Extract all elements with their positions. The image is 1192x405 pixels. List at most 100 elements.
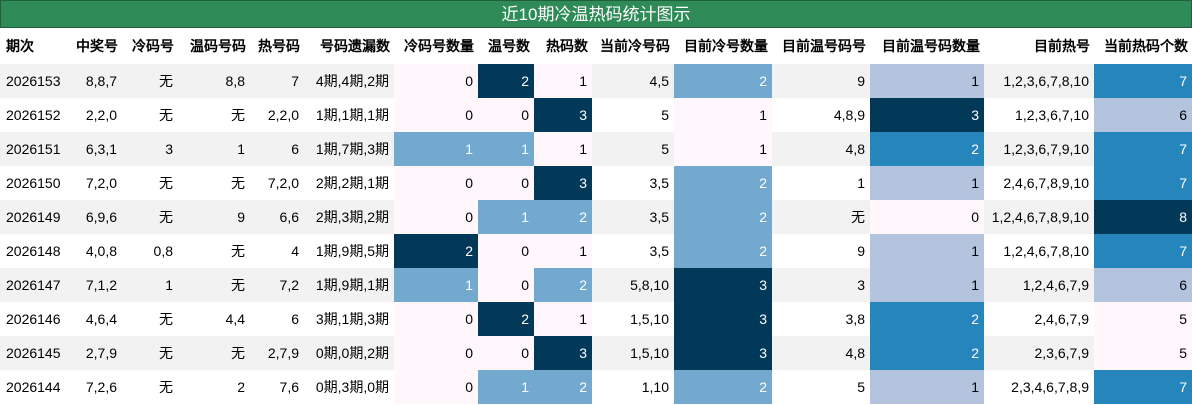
table-cell: 1期,1期,1期 [315, 107, 389, 123]
table-cell: 2026150 [6, 175, 61, 191]
table-row: 2026150 7,2,0 无无 7,2,0 2期,2期,1期 0 0 3 3,5 2 1 1 2,4,… [0, 166, 1192, 200]
table-cell: 5 [592, 132, 674, 166]
column-header: 目前温号码数量 [882, 38, 980, 54]
table-cell: 1 [674, 98, 772, 132]
table-cell: 1 [870, 64, 984, 98]
table-cell: 4,4 [225, 311, 245, 327]
table-cell: 7 [1094, 370, 1192, 404]
table-cell: 0期,3期,0期 [315, 379, 389, 395]
table-cell: 无 [122, 64, 178, 98]
table-cell: 2 [478, 302, 534, 336]
table-cell: 2026153 [0, 64, 70, 98]
table-cell: 0 [478, 336, 534, 370]
table-cell: 2,2,0 [85, 107, 117, 123]
table-cell: 2 [534, 268, 592, 302]
table-cell: 1 [534, 132, 592, 166]
table-cell: 7,6 [279, 379, 299, 395]
column-header: 目前热号 [1034, 38, 1090, 54]
table-cell: 4,5 [592, 64, 674, 98]
table-row: 2026151 6,3,1 3 1 6 1期,7期,3期 1 1 1 5 1 4,8 2 1,2,3,6,… [0, 132, 1192, 166]
table-cell: 2,3,4,6,7,8,9 [1011, 379, 1089, 395]
table-cell: 1,5,10 [592, 336, 674, 370]
table-cell: 4,6,4 [85, 311, 117, 327]
table-cell: 1,10 [641, 379, 669, 395]
table-cell: 3 [674, 268, 772, 302]
table-row: 2026153 8,8,7 无 8,8 7 4期,4期,2期 0 2 1 4,5 2 9 1 1,2,3,… [0, 64, 1192, 98]
table-cell: 1期,9期,1期 [304, 268, 394, 302]
table-cell: 8,8,7 [70, 64, 122, 98]
table-cell: 1 [478, 370, 534, 404]
table-cell: 3,8 [845, 311, 865, 327]
table-cell: 1期,7期,3期 [304, 132, 394, 166]
table-cell: 2026145 [0, 336, 70, 370]
table-cell: 3 [674, 336, 772, 370]
table-cell: 4,0,8 [85, 243, 117, 259]
table-cell: 无 [772, 200, 870, 234]
header-row: 期次 中奖号 冷码号 温码号码 热号码 号码遗漏数 冷码号数量 温号数 热码数 当前冷号码 目前冷号… [0, 28, 1192, 64]
column-header: 热号码 [258, 38, 300, 54]
table-cell: 1 [178, 132, 250, 166]
table-cell: 3,5 [592, 200, 674, 234]
table-row: 2026152 2,2,0 无无 2,2,0 1期,1期,1期 0 0 3 5 1 4,8,9 3 1,… [0, 98, 1192, 132]
table-cell: 1 [674, 132, 772, 166]
table-cell: 1 [478, 200, 534, 234]
table-cell: 1 [478, 132, 534, 166]
table-cell: 1 [534, 64, 592, 98]
table-cell: 0 [394, 370, 478, 404]
table-cell: 2 [674, 166, 772, 200]
table-cell: 2 [870, 336, 984, 370]
table-row: 2026144 7,2,6 无 2 7,6 0期,3期,0期 0 1 2 1,10 2 5 1 2,3,4… [0, 370, 1192, 404]
table-cell: 0,8 [153, 243, 173, 259]
table-cell: 2 [674, 200, 772, 234]
table-cell: 3 [534, 336, 592, 370]
table-cell: 0期,0期,2期 [304, 336, 394, 370]
table-cell: 2 [674, 370, 772, 404]
table-cell: 1 [870, 370, 984, 404]
table-cell: 5 [1094, 302, 1192, 336]
table-cell: 2 [394, 234, 478, 268]
table-cell: 2,7,9 [70, 336, 122, 370]
table-cell: 2 [534, 200, 592, 234]
table-cell: 1期,9期,5期 [315, 243, 389, 259]
table-cell: 6,6 [250, 200, 304, 234]
table-cell: 9 [772, 64, 870, 98]
table-cell: 7 [1094, 234, 1192, 268]
table-cell: 0 [394, 166, 478, 200]
table-cell: 1 [534, 302, 592, 336]
table-cell: 1 [857, 175, 865, 191]
table-cell: 0 [394, 200, 478, 234]
table-cell: 0 [394, 336, 478, 370]
table-cell: 0 [394, 64, 478, 98]
table-cell: 1 [870, 268, 984, 302]
table-cell: 7,2,6 [85, 379, 117, 395]
table-cell: 4期,4期,2期 [304, 64, 394, 98]
table-row: 2026149 6,9,6 无 9 6,6 2期,3期,2期 0 1 2 3,5 2 无 0 1,2,4,… [0, 200, 1192, 234]
column-header: 当前冷号码 [600, 38, 670, 54]
table-cell: 2期,2期,1期 [315, 175, 389, 191]
table-cell: 4,8 [772, 336, 870, 370]
table-cell: 无 [159, 107, 173, 123]
column-header: 目前温号码号 [782, 38, 866, 54]
table-cell: 3 [870, 98, 984, 132]
table-cell: 1,2,3,6,7,9,10 [984, 132, 1094, 166]
table-cell: 8,8 [178, 64, 250, 98]
table-cell: 6,9,6 [70, 200, 122, 234]
table-cell: 6 [291, 311, 299, 327]
table-cell: 1 [534, 234, 592, 268]
table-cell: 0 [478, 234, 534, 268]
table-cell: 2,2,0 [267, 107, 299, 123]
table-cell: 3,5 [649, 243, 669, 259]
table-cell: 0 [870, 200, 984, 234]
table-cell: 无 [159, 379, 173, 395]
table-cell: 1,2,4,6,7,9 [984, 268, 1094, 302]
table-cell: 2 [237, 379, 245, 395]
table-cell: 7 [1094, 166, 1192, 200]
table-cell: 3 [772, 268, 870, 302]
table-cell: 2 [478, 64, 534, 98]
table-cell: 2 [870, 302, 984, 336]
table-cell: 2026148 [6, 243, 61, 259]
column-header: 冷码号 [132, 38, 174, 54]
table-row: 2026148 4,0,8 0,8 无 4 1期,9期,5期 2 0 1 3,5 2 9 1 1,2,4,… [0, 234, 1192, 268]
table-cell: 无 [231, 175, 245, 191]
